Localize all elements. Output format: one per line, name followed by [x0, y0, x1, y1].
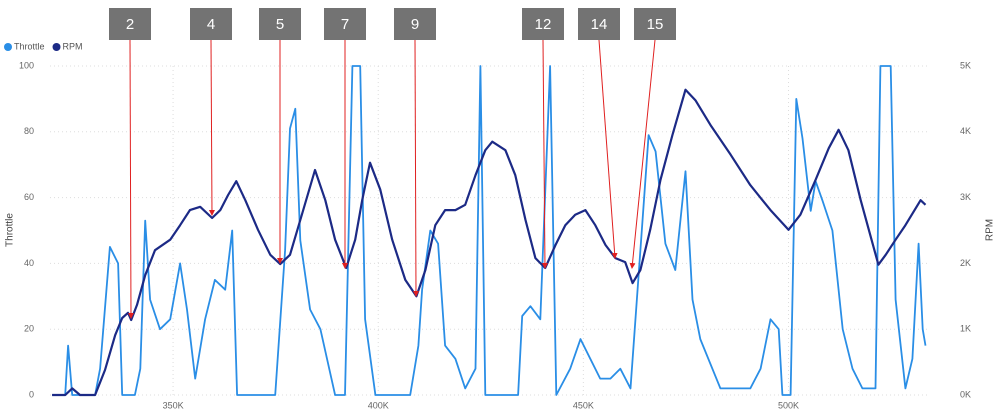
annotation-label: 14: [591, 16, 608, 33]
annotation-box: [109, 8, 151, 40]
annotation-box: [394, 8, 436, 40]
annotation-label: 9: [411, 16, 419, 33]
x-tick-label: 350K: [163, 400, 184, 410]
y2-tick-label: 3K: [960, 192, 971, 202]
annotation-box: [259, 8, 301, 40]
annotation-box: [522, 8, 564, 40]
annotation-label: 4: [207, 16, 215, 33]
y-axis-title: Throttle: [5, 213, 16, 247]
legend-label: Throttle: [14, 41, 45, 51]
annotation-label: 5: [276, 16, 284, 33]
y2-tick-label: 5K: [960, 60, 971, 70]
annotation-box: [324, 8, 366, 40]
y-tick-label: 40: [24, 258, 34, 268]
legend-marker: [4, 43, 12, 51]
annotation-arrow: [541, 39, 548, 269]
legend-marker: [52, 43, 61, 51]
y-tick-label: 20: [24, 324, 34, 334]
y2-axis-title: RPM: [985, 219, 996, 241]
annotation-label: 15: [647, 16, 664, 33]
annotation-arrow: [412, 39, 419, 297]
y2-tick-label: 2K: [960, 258, 971, 268]
y2-tick-label: 4K: [960, 126, 971, 136]
annotation-arrow: [127, 39, 134, 319]
x-tick-label: 450K: [573, 400, 594, 410]
annotation-box: [634, 8, 676, 40]
annotation-box: [190, 8, 232, 40]
y-tick-label: 60: [24, 192, 34, 202]
y-tick-label: 0: [29, 389, 34, 399]
series-line: [52, 65, 927, 396]
y-tick-label: 100: [19, 60, 34, 70]
x-tick-label: 400K: [368, 400, 389, 410]
annotation-arrow: [598, 39, 618, 259]
annotation-label: 7: [341, 16, 349, 33]
y2-tick-label: 0K: [960, 389, 971, 399]
x-tick-label: 500K: [778, 400, 799, 410]
annotation-arrow: [208, 39, 215, 216]
y-tick-label: 80: [24, 126, 34, 136]
legend-label: RPM: [63, 41, 83, 51]
y2-tick-label: 1K: [960, 324, 971, 334]
annotation-arrow: [629, 39, 656, 269]
annotation-label: 12: [535, 16, 552, 33]
annotation-box: [578, 8, 620, 40]
series-line: [52, 88, 927, 397]
annotation-label: 2: [126, 16, 134, 33]
